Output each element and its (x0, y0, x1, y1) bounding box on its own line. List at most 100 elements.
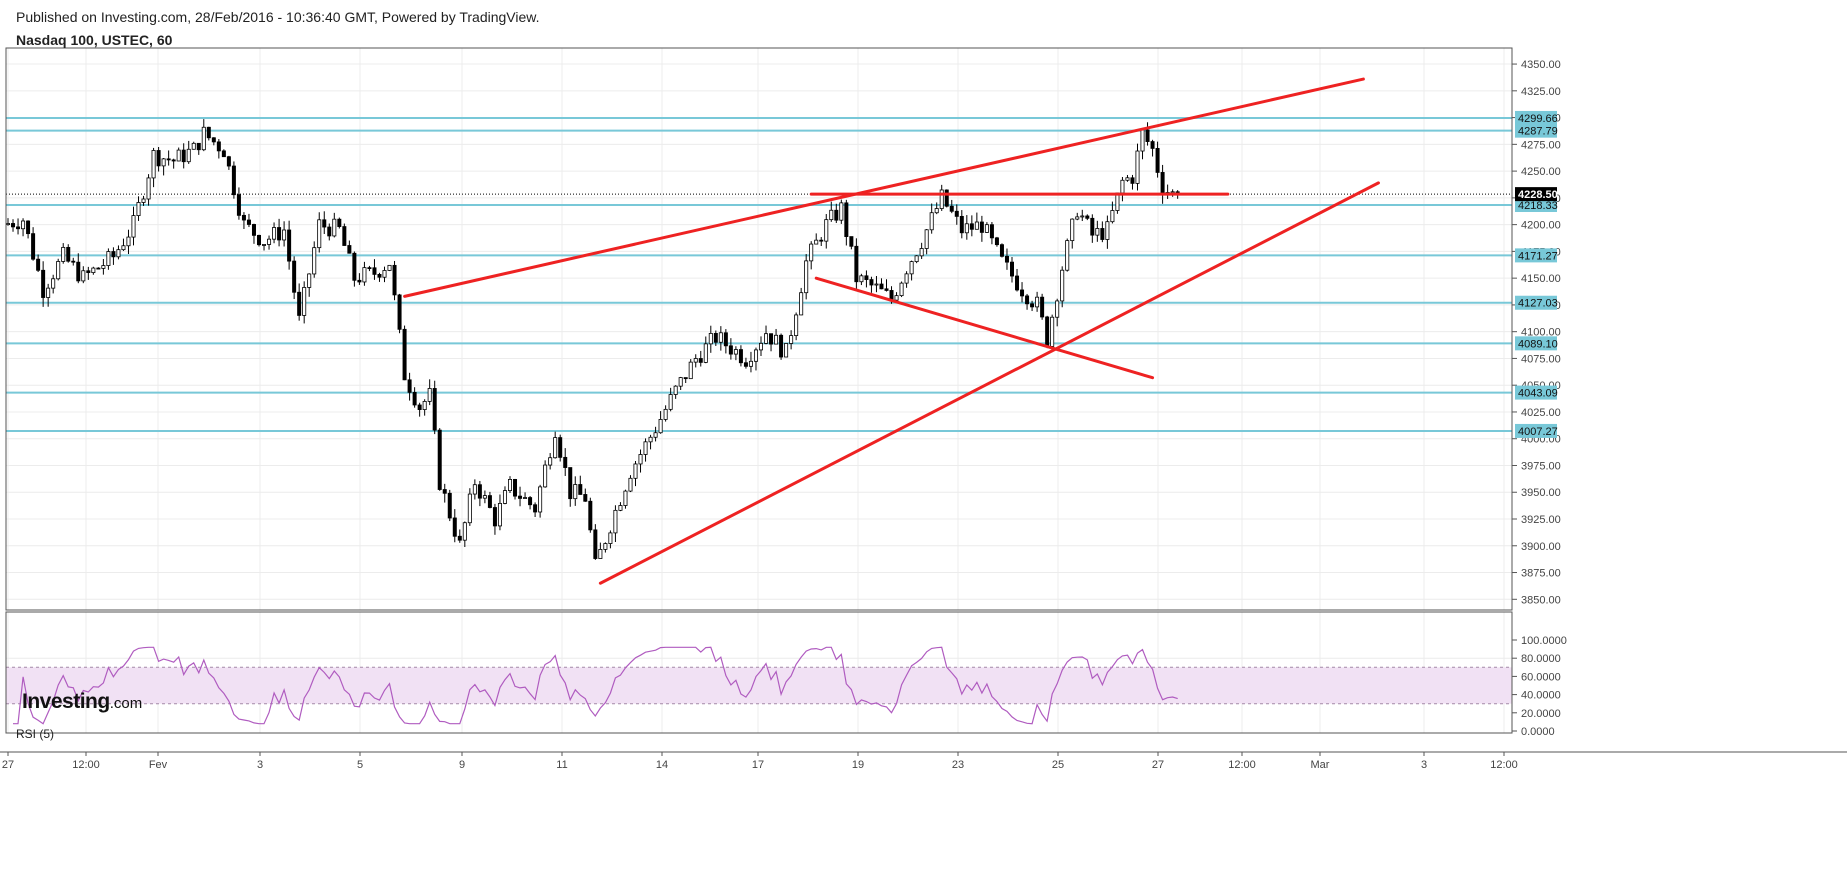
grid-lines (6, 48, 1512, 733)
candle (929, 203, 934, 234)
candle (86, 266, 91, 280)
candle-body (648, 436, 653, 443)
candle-body (106, 251, 111, 266)
candle-body (61, 246, 66, 262)
candle-body (437, 429, 442, 490)
candle (51, 274, 56, 294)
investing-logo[interactable]: Investing.com (22, 690, 142, 714)
candle (979, 215, 984, 242)
candle (407, 372, 412, 401)
time-axis[interactable]: 27 12:00 Fev 3 5 9 11 14 17 19 23 25 27 12:00 Mar 3 12:0… (2, 752, 1518, 771)
candle (241, 212, 246, 229)
candle-body (477, 484, 482, 499)
candle (171, 158, 176, 169)
trend-lines (403, 77, 1380, 585)
candle-body (1030, 303, 1035, 308)
candle-body (638, 454, 643, 465)
candle (337, 217, 342, 229)
level-badge-bg (1515, 123, 1557, 138)
candle-body (583, 494, 588, 502)
candle-body (1070, 218, 1075, 242)
candle (176, 147, 181, 162)
candle-body (287, 229, 292, 262)
candle (573, 476, 578, 506)
candle-body (593, 529, 598, 559)
logo-main: Investing (22, 690, 110, 713)
candle (1025, 293, 1030, 310)
candle (613, 505, 618, 542)
candle-body (884, 288, 889, 291)
candle (1115, 192, 1120, 214)
candle (236, 187, 241, 220)
candle (412, 387, 417, 408)
trend-line-falling-line (814, 276, 1155, 380)
candle (417, 402, 422, 417)
candle-body (914, 255, 919, 263)
rsi-tick-label: 20.0000 (1521, 708, 1561, 720)
time-tick-label: 23 (952, 759, 964, 771)
candle (6, 218, 11, 226)
candle (322, 211, 327, 235)
candle-body (969, 223, 974, 230)
candle-body (81, 270, 86, 282)
candle (864, 270, 869, 288)
candle-body (1095, 228, 1100, 236)
candle-body (618, 505, 623, 511)
candle-body (186, 148, 191, 163)
rsi-axis[interactable]: 100.0000 80.0000 60.0000 40.0000 20.0000 0.00… (1512, 635, 1567, 738)
candle (377, 272, 382, 282)
candle (884, 279, 889, 292)
candle (769, 333, 774, 352)
candle-body (16, 226, 21, 230)
candle-body (874, 283, 879, 286)
candle (1080, 209, 1085, 222)
candle-body (789, 335, 794, 344)
candle (829, 201, 834, 222)
candle (698, 350, 703, 367)
candle-body (748, 360, 753, 367)
candle-body (603, 543, 608, 550)
candle-body (829, 209, 834, 221)
candle-body (482, 495, 487, 499)
candle (21, 218, 26, 237)
candle-body (824, 219, 829, 242)
candle (382, 266, 387, 283)
candle (608, 530, 613, 549)
price-tick-label: 4025.00 (1521, 407, 1561, 419)
candle (899, 281, 904, 298)
candle (538, 484, 543, 518)
candle-body (156, 150, 161, 167)
price-axis[interactable]: 4350.004325.004300.004275.004250.004225.… (1512, 59, 1561, 606)
candle (66, 244, 71, 263)
price-tick-label: 4325.00 (1521, 86, 1561, 98)
rsi-polyline (13, 646, 1178, 725)
candle (708, 325, 713, 353)
time-tick-label: 12:00 (72, 759, 100, 771)
candle (116, 245, 121, 260)
candle-body (151, 150, 156, 179)
candle (256, 234, 261, 247)
candle-body (131, 215, 136, 238)
candle (427, 379, 432, 406)
candle-body (678, 377, 683, 387)
candle (598, 542, 603, 559)
candle-body (71, 260, 76, 263)
candle-body (728, 345, 733, 355)
candle-body (342, 226, 347, 246)
candle (673, 385, 678, 399)
candle-body (236, 194, 241, 216)
candle (1035, 291, 1040, 312)
candle-body (1045, 316, 1050, 347)
candle-body (563, 456, 568, 468)
candle-body (146, 177, 151, 200)
candle-body (794, 314, 799, 337)
candle (397, 293, 402, 334)
candle (558, 434, 563, 462)
candle-body (643, 441, 648, 455)
time-tick-label: 25 (1052, 759, 1064, 771)
candle (989, 221, 994, 245)
candle (1135, 143, 1140, 191)
candle-body (1170, 191, 1175, 194)
time-tick-label: Mar (1311, 759, 1330, 771)
